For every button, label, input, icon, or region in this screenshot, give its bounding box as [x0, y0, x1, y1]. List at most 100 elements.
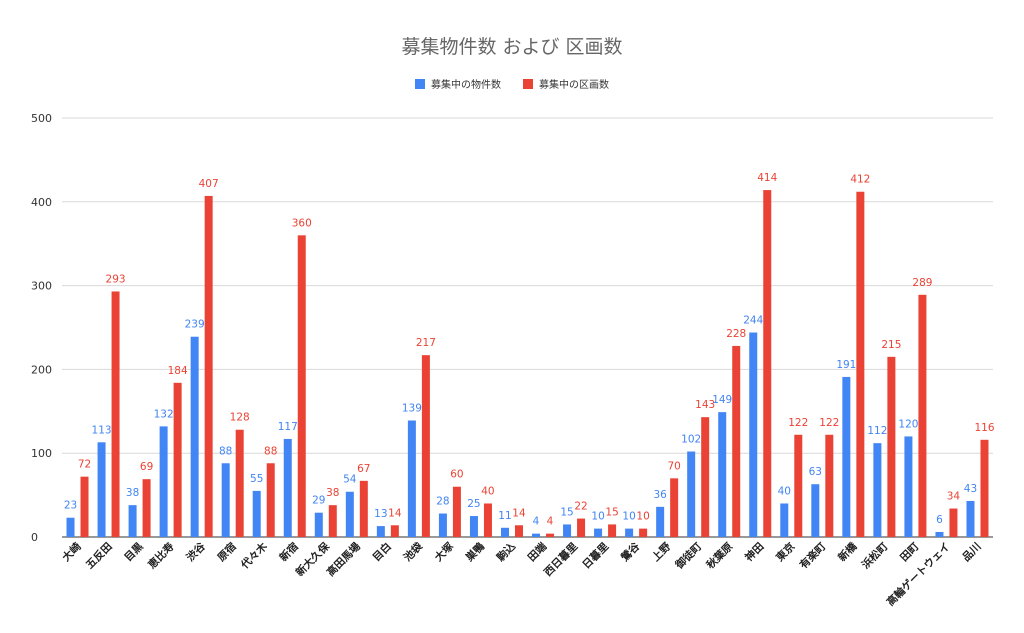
bar-series-1	[500, 527, 509, 537]
data-label-series-2: 14	[388, 507, 402, 519]
data-label-series-1: 40	[778, 485, 791, 497]
x-tick-label: 御徒町	[672, 540, 705, 573]
data-label-series-1: 117	[278, 421, 298, 433]
data-label-series-2: 70	[667, 460, 680, 472]
bar-series-1	[128, 505, 137, 537]
bar-series-1	[252, 490, 261, 537]
y-tick-label: 0	[31, 531, 38, 544]
data-label-series-2: 122	[819, 417, 839, 429]
data-label-series-2: 40	[481, 485, 494, 497]
bar-series-1	[594, 528, 603, 537]
bar-series-2	[297, 235, 306, 537]
data-label-series-1: 25	[467, 498, 480, 510]
data-label-series-1: 149	[712, 394, 732, 406]
x-tick-label: 鶯谷	[618, 540, 642, 564]
bar-series-2	[235, 429, 244, 537]
legend-label-series-2: 募集中の区画数	[539, 80, 609, 91]
y-tick-label: 500	[31, 112, 52, 125]
data-label-series-2: 69	[140, 461, 153, 473]
x-tick-label: 恵比寿	[145, 540, 177, 572]
y-tick-label: 300	[31, 280, 52, 293]
bar-series-2	[763, 190, 772, 537]
y-tick-label: 400	[31, 196, 52, 209]
x-tick-label: 新宿	[277, 540, 301, 564]
data-label-series-1: 139	[402, 403, 422, 415]
x-tick-label: 上野	[649, 540, 673, 564]
data-label-series-2: 412	[850, 174, 870, 186]
x-tick-label: 渋谷	[184, 540, 208, 564]
data-label-series-1: 38	[126, 487, 139, 499]
data-label-series-1: 28	[436, 496, 449, 508]
bar-series-1	[345, 491, 354, 537]
bar-series-2	[918, 294, 927, 537]
bar-series-1	[314, 512, 323, 537]
bar-series-1	[159, 426, 168, 537]
data-label-series-1: 191	[836, 359, 856, 371]
bar-series-2	[546, 533, 555, 537]
bar-series-1	[749, 332, 758, 537]
data-label-series-1: 13	[374, 508, 387, 520]
x-tick-label: 神田	[742, 540, 766, 564]
bar-series-2	[701, 417, 710, 537]
y-tick-label: 200	[31, 363, 52, 376]
bar-series-2	[359, 480, 368, 537]
bar-series-1	[438, 513, 447, 537]
bar-series-1	[811, 484, 820, 537]
data-label-series-1: 244	[743, 315, 763, 327]
legend-swatch-series-2	[523, 78, 533, 89]
data-label-series-1: 4	[533, 516, 540, 528]
x-tick-label: 駒込	[493, 540, 518, 565]
bar-series-2	[452, 486, 461, 537]
x-tick-label: 原宿	[215, 540, 239, 564]
bar-series-2	[887, 356, 896, 537]
legend: 募集中の物件数 募集中の区画数	[0, 76, 1024, 91]
bar-series-2	[142, 479, 151, 537]
bar-series-2	[577, 518, 586, 537]
data-label-series-2: 184	[168, 365, 188, 377]
data-label-series-1: 23	[64, 500, 77, 512]
bar-series-1	[97, 442, 106, 537]
x-tick-label: 池袋	[401, 540, 425, 564]
data-label-series-2: 414	[757, 172, 777, 184]
data-label-series-1: 10	[622, 511, 635, 523]
data-label-series-1: 36	[653, 489, 667, 501]
bar-series-2	[825, 434, 834, 537]
data-label-series-1: 11	[498, 510, 511, 522]
data-label-series-1: 15	[560, 506, 573, 518]
data-label-series-1: 239	[185, 319, 205, 331]
data-label-series-2: 215	[881, 339, 901, 351]
bar-series-1	[718, 412, 727, 537]
x-tick-label: 新橋	[835, 540, 859, 564]
data-label-series-2: 228	[726, 328, 746, 340]
x-tick-label: 西日暮里	[541, 540, 580, 579]
bar-series-1	[221, 463, 230, 537]
data-label-series-2: 360	[292, 217, 312, 229]
data-label-series-2: 289	[912, 277, 932, 289]
x-tick-label: 高田馬場	[324, 540, 363, 579]
x-tick-label: 有楽町	[797, 540, 829, 572]
data-label-series-2: 14	[512, 507, 526, 519]
bar-series-2	[856, 191, 865, 537]
data-label-series-2: 72	[78, 459, 91, 471]
data-label-series-1: 63	[809, 466, 822, 478]
x-tick-label: 代々木	[238, 540, 271, 573]
data-label-series-1: 113	[92, 424, 112, 436]
bar-series-1	[563, 524, 572, 537]
data-label-series-2: 217	[416, 337, 436, 349]
chart-title: 募集物件数 および 区画数	[401, 36, 623, 58]
legend-label-series-1: 募集中の物件数	[431, 80, 501, 91]
data-label-series-2: 15	[605, 506, 618, 518]
bar-series-1	[935, 531, 944, 537]
data-label-series-1: 54	[343, 474, 357, 486]
bar-series-1	[532, 533, 541, 537]
bar-series-2	[421, 355, 430, 537]
x-tick-label: 浜松町	[859, 540, 891, 572]
bar-series-2	[80, 476, 89, 537]
bar-series-1	[407, 420, 416, 537]
bar-series-1	[842, 376, 851, 537]
x-tick-label: 目黒	[122, 540, 146, 564]
data-label-series-1: 43	[964, 483, 977, 495]
data-label-series-1: 112	[867, 425, 887, 437]
bar-series-1	[66, 517, 75, 537]
